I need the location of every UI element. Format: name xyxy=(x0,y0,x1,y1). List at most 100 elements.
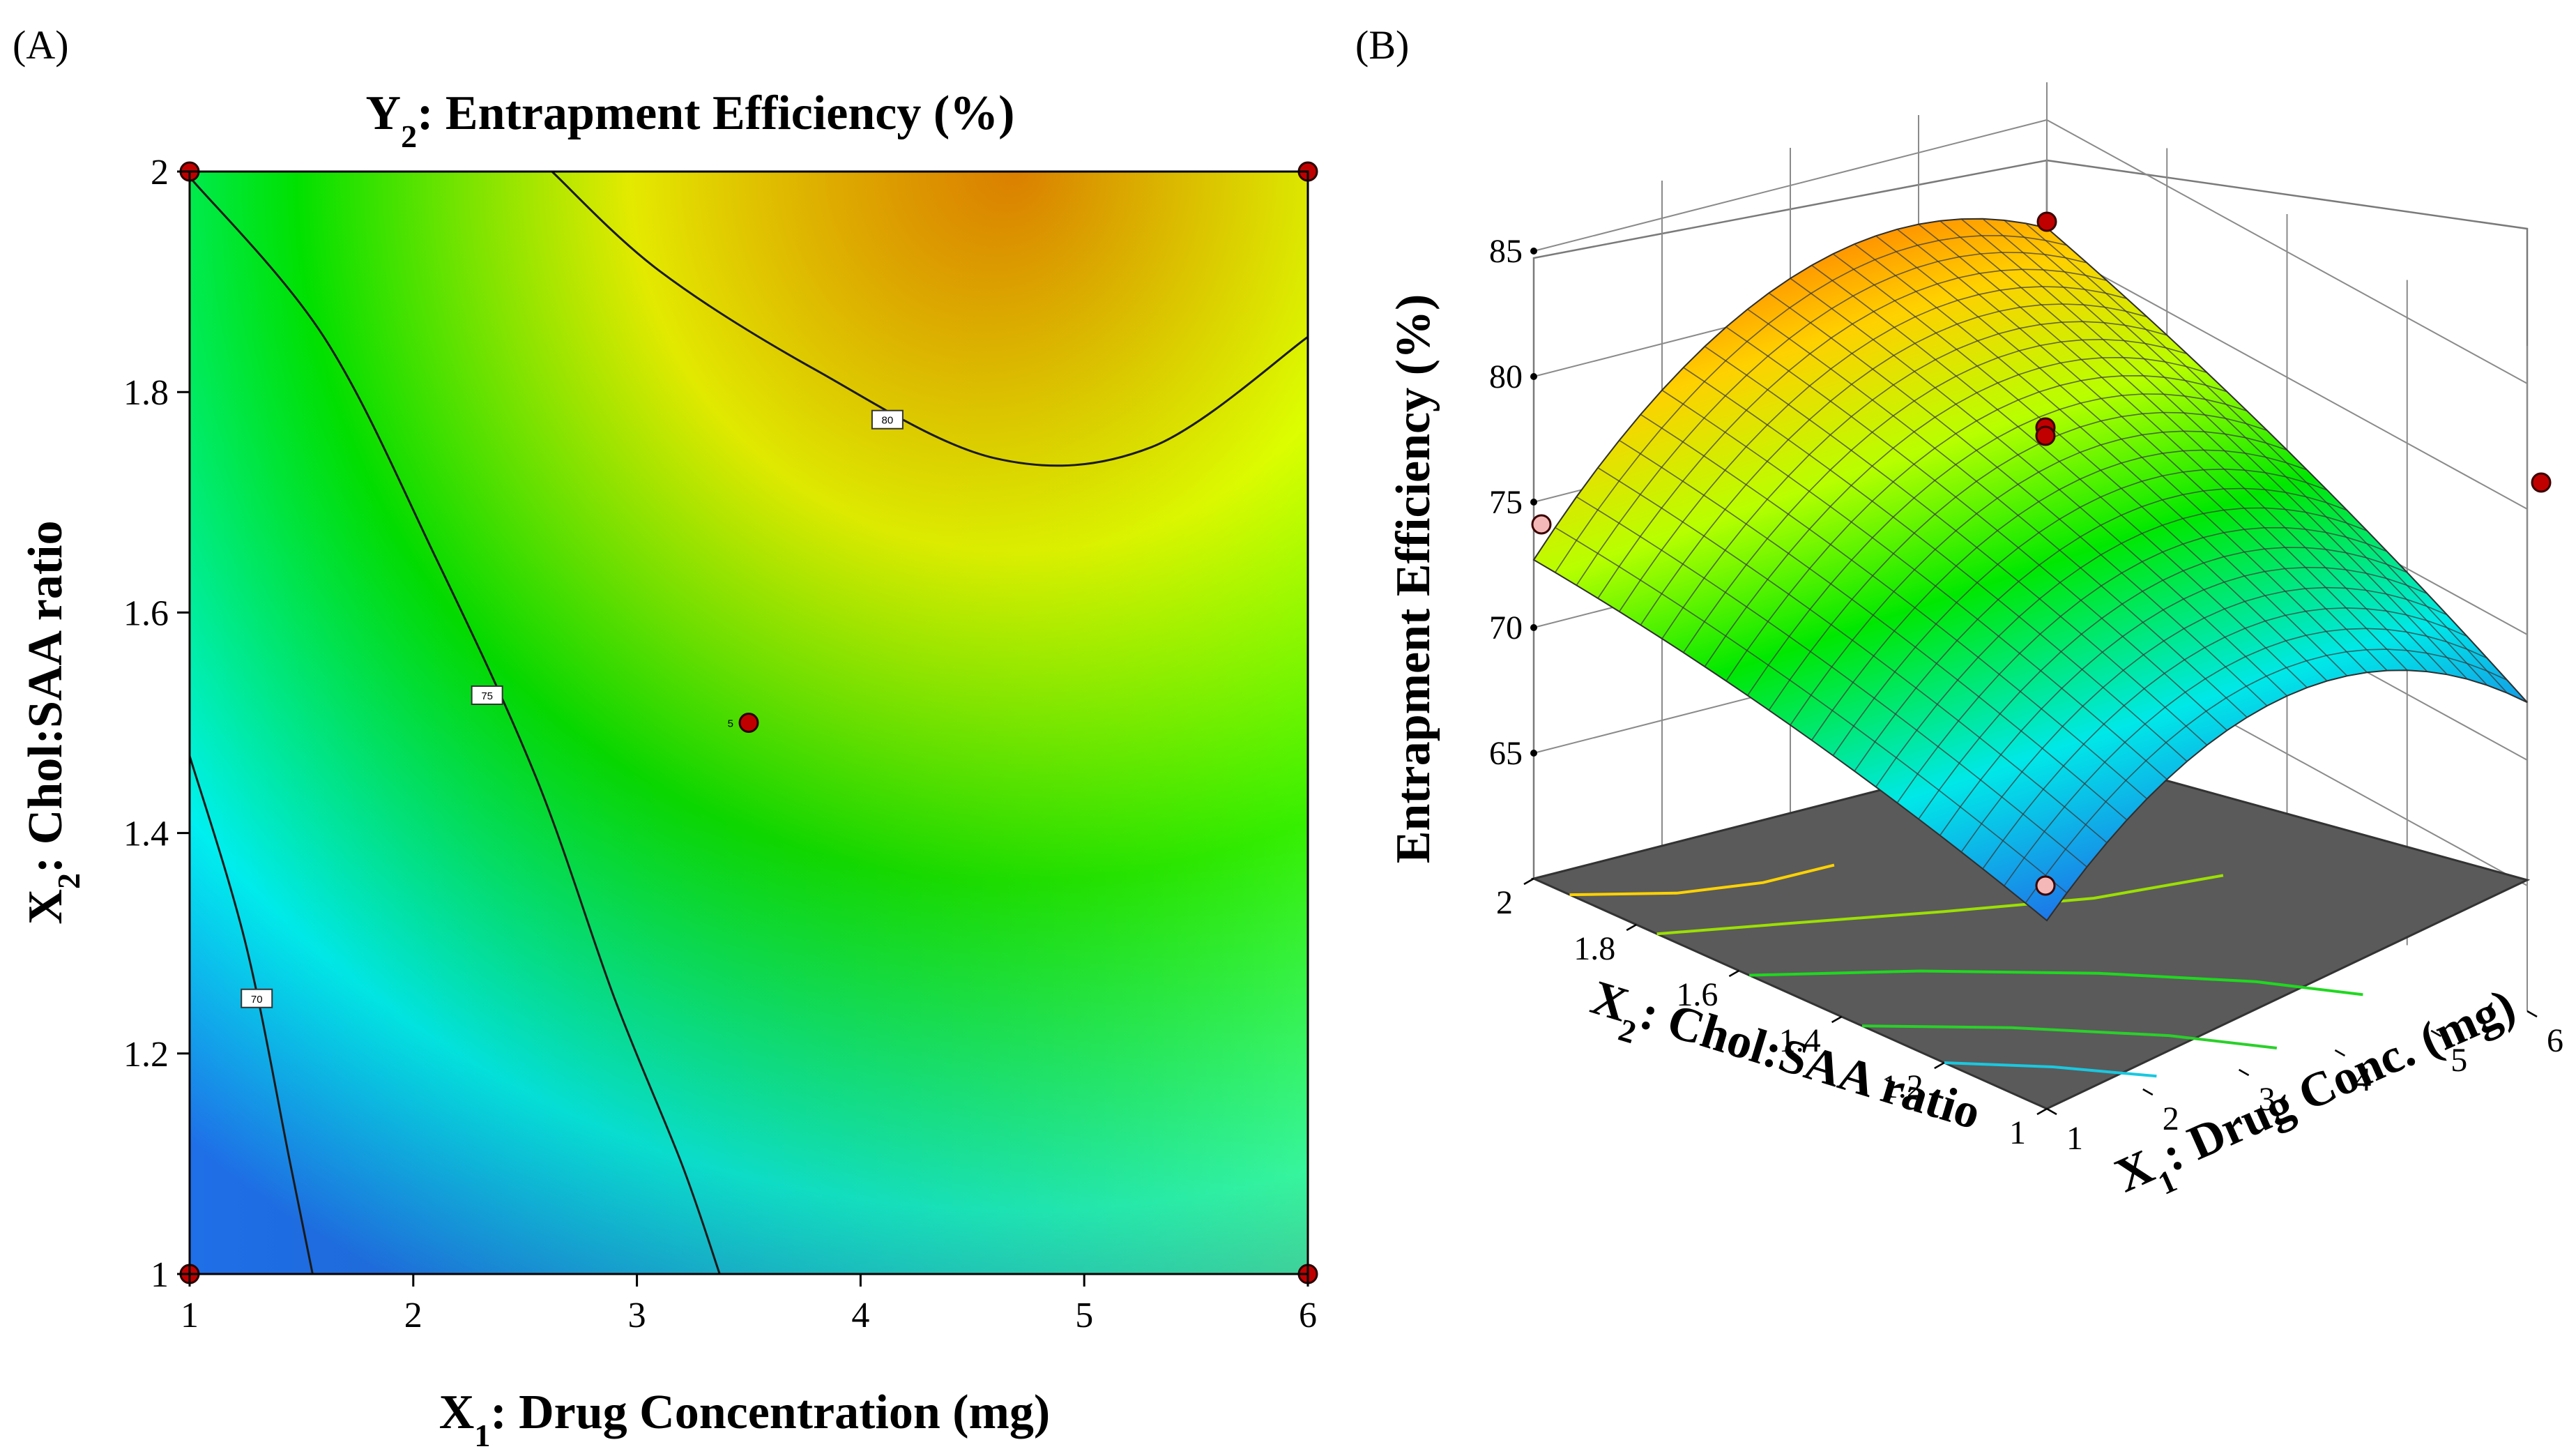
contour-label-80: 80 xyxy=(871,409,904,430)
y-tick-label: 2 xyxy=(151,153,169,192)
panel-a-label: (A) xyxy=(13,22,69,68)
x-tick-label: 5 xyxy=(1075,1296,1093,1335)
x1-tick-label: 6 xyxy=(2547,1022,2563,1059)
x1-tick-label: 5 xyxy=(2451,1042,2467,1079)
mesh-line xyxy=(1811,449,2308,741)
contour-label-text: 70 xyxy=(251,994,263,1006)
z-tick-mark xyxy=(1530,499,1537,506)
x1-tick-label: 3 xyxy=(2259,1081,2276,1118)
mesh-line xyxy=(1576,252,2087,586)
contour-label-text: 75 xyxy=(481,690,493,702)
mesh-line xyxy=(1555,235,2067,573)
z-tick-mark xyxy=(1530,750,1537,757)
surface-mesh xyxy=(1534,218,2527,920)
floor-contour xyxy=(1569,863,1835,897)
x1-tick-label: 2 xyxy=(2163,1100,2179,1137)
contour-frame xyxy=(188,170,1309,1275)
design-point xyxy=(738,713,759,733)
floor-contour xyxy=(1749,969,2363,996)
floor-contour xyxy=(1861,1024,2278,1049)
z-tick-mark xyxy=(1530,248,1537,255)
mesh-line xyxy=(1534,218,2048,561)
x2-tick-label: 2 xyxy=(1496,884,1513,921)
x1-tick-mark xyxy=(2238,1068,2250,1077)
design-point xyxy=(2531,472,2552,493)
mesh-line xyxy=(1661,321,2167,639)
contour-line-70 xyxy=(188,755,314,1275)
contour-lines xyxy=(188,170,1309,1275)
surface-design-points xyxy=(1531,211,2552,896)
z-tick-mark xyxy=(1530,624,1537,631)
x1-tick-mark xyxy=(2430,1029,2441,1038)
contour-line-80 xyxy=(551,170,1309,467)
surface-z-axis-title: Entrapment Efficiency (%) xyxy=(1387,294,1440,864)
z-tick-label: 75 xyxy=(1489,484,1523,521)
x2-tick-label: 1.6 xyxy=(1676,976,1718,1013)
mesh-line xyxy=(1683,338,2188,653)
surface-z-ticks: 65 70 75 80 85 xyxy=(1489,233,1537,772)
x-tick-label: 4 xyxy=(851,1296,869,1335)
contour-x-axis-title: X1: Drug Concentration (mg) xyxy=(439,1386,1050,1453)
mesh-line xyxy=(1704,356,2207,667)
contour-label-75: 75 xyxy=(471,685,503,705)
contour-label-text: 80 xyxy=(882,415,894,427)
x1-tick-mark xyxy=(2046,1107,2057,1116)
z-tick-label: 70 xyxy=(1489,609,1523,646)
x1-tick-mark xyxy=(2527,1010,2538,1018)
x2-tick-mark xyxy=(1523,877,1534,886)
contour-label-box xyxy=(471,685,503,705)
x-tick-label: 6 xyxy=(1299,1296,1317,1335)
x2-tick-mark xyxy=(1934,1061,1945,1070)
mesh-line xyxy=(1597,268,2108,599)
mesh-line xyxy=(1960,586,2448,853)
floor-contour xyxy=(1656,874,2224,936)
x-tick-label: 3 xyxy=(628,1296,646,1335)
mesh-line xyxy=(1790,430,2287,726)
x2-tick-mark xyxy=(1626,923,1637,932)
x2-tick-label: 1 xyxy=(2009,1114,2026,1151)
panel-a: (A) Y2: Entrapment Efficiency (%) 70 75 80… xyxy=(13,22,1318,1453)
contour-y-axis-title: X2: Chol:SAA ratio xyxy=(19,520,86,924)
design-point xyxy=(2035,875,2056,896)
mesh-line xyxy=(1619,286,2127,612)
x2-tick-label: 1.2 xyxy=(1882,1068,1923,1105)
surface-y-ticks: 1 1.2 1.4 1.6 1.8 2 xyxy=(1496,877,2048,1151)
contour-label-70: 70 xyxy=(241,988,273,1008)
design-point-count: 5 xyxy=(728,718,733,730)
x2-tick-mark xyxy=(2036,1107,2048,1116)
x1-tick-mark xyxy=(2142,1088,2154,1096)
mesh-line xyxy=(1747,393,2248,696)
mesh-line xyxy=(1896,526,2388,803)
x1-tick-mark xyxy=(2334,1049,2346,1057)
mesh-line xyxy=(1725,374,2227,681)
contour-label-box xyxy=(241,988,273,1008)
x2-tick-label: 1.8 xyxy=(1573,930,1615,967)
mesh-line xyxy=(1875,507,2368,787)
x-tick-label: 2 xyxy=(404,1296,422,1335)
z-tick-label: 80 xyxy=(1489,358,1523,395)
y-tick-label: 1 xyxy=(151,1255,169,1295)
z-tick-label: 65 xyxy=(1489,735,1523,772)
mesh-line xyxy=(2025,649,2508,904)
contour-line-75 xyxy=(188,176,721,1275)
response-surface xyxy=(1532,218,2528,922)
x1-tick-label: 4 xyxy=(2354,1061,2371,1098)
x-tick-label: 1 xyxy=(181,1296,199,1335)
x2-tick-label: 1.4 xyxy=(1779,1022,1821,1059)
mesh-line xyxy=(1640,303,2147,625)
contour-y-ticks: 1 1.2 1.4 1.6 1.8 2 xyxy=(123,153,190,1295)
mesh-line xyxy=(1854,487,2347,772)
mesh-line xyxy=(1982,607,2468,870)
contour-labels: 70 75 80 xyxy=(241,409,904,1008)
x2-tick-mark xyxy=(1728,969,1740,978)
contour-title: Y2: Entrapment Efficiency (%) xyxy=(366,86,1015,154)
mesh-line xyxy=(1768,411,2268,711)
mesh-line xyxy=(1939,566,2428,836)
panel-b-label: (B) xyxy=(1355,22,1409,68)
contour-plot: 70 75 80 5 xyxy=(179,161,1318,1284)
contour-x-ticks: 1 2 3 4 5 6 xyxy=(181,1274,1317,1335)
floor-contour xyxy=(1944,1061,2157,1078)
y-tick-label: 1.2 xyxy=(123,1035,169,1075)
mesh-line xyxy=(1832,468,2328,756)
